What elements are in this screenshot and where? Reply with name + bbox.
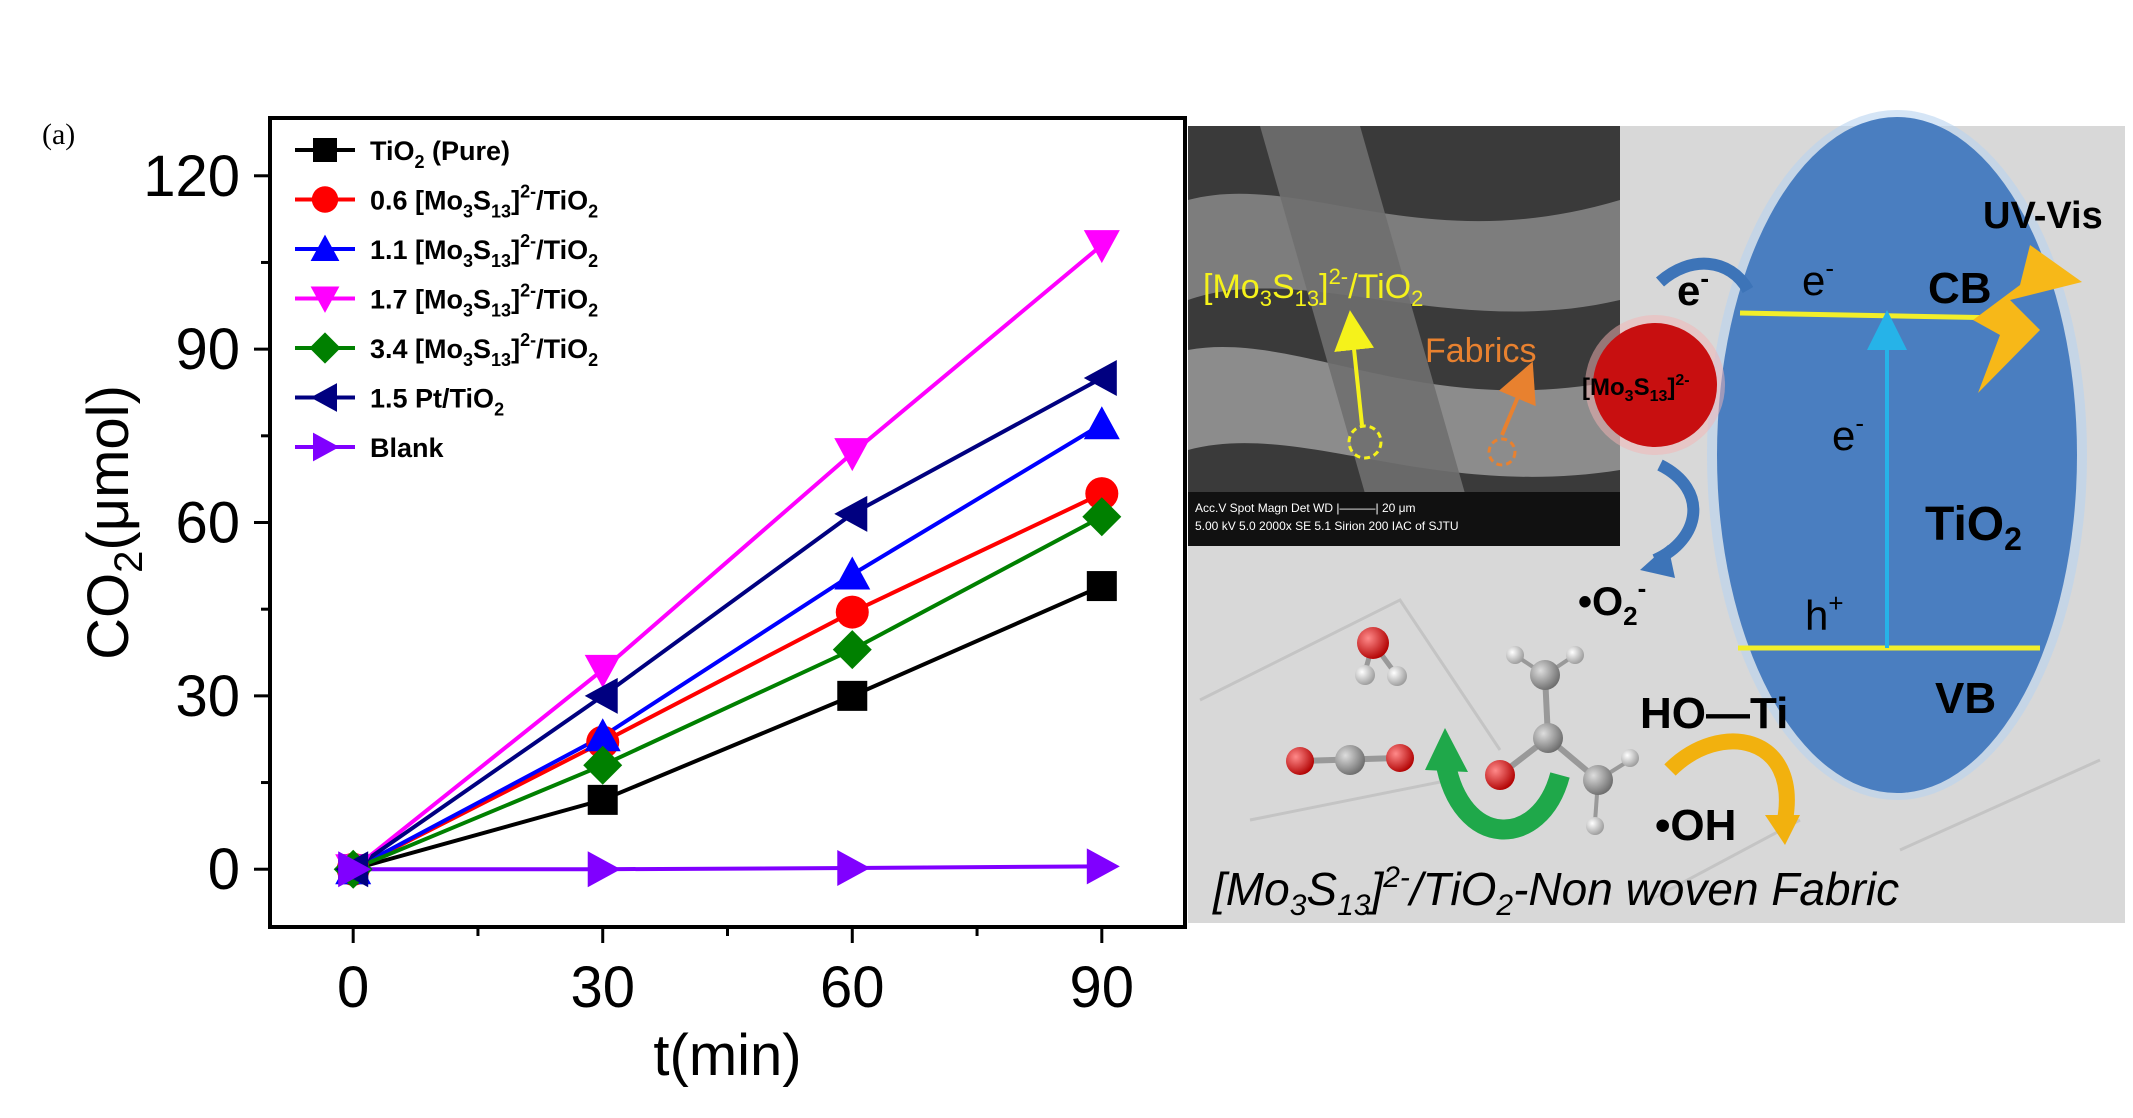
legend-marker-3 [310,286,340,313]
legend-entry-3: 1.7 [Mo3S13]2-/TiO2 [370,281,598,321]
electron-mid-label: e- [1832,408,1864,459]
sem-arrow-yellow [1334,310,1374,426]
series-line-5 [352,376,1103,871]
water-molecule [1355,627,1407,686]
data-point-series-5 [834,495,868,532]
cb-label: CB [1928,264,1992,313]
data-point-series-6 [837,850,871,887]
legend-entry-5: 1.5 Pt/TiO2 [370,384,504,420]
figure-caption: [Mo3S13]2-/TiO2-Non woven Fabric [1212,861,1899,922]
series-line-4 [352,514,1103,872]
legend-marker-0 [313,138,337,162]
data-point-series-5 [1083,360,1117,397]
sem-metadata-row1: Acc.V Spot Magn Det WD |———| 20 μm [1195,501,1416,515]
x-tick-label: 60 [820,955,885,1020]
sem-metadata-bar [1188,492,1620,546]
hoti-label: HO—Ti [1640,689,1788,738]
data-point-series-2 [834,556,871,590]
data-point-series-1 [835,595,869,629]
data-point-series-1 [1085,477,1119,511]
legend-marker-1 [311,186,339,213]
tio2-particle [1717,117,2077,793]
mo3s13-cluster [1593,323,1717,447]
y-tick-label: 120 [143,144,240,209]
cluster-label: [Mo3S13]2- [1582,372,1690,405]
data-point-series-4 [832,630,872,670]
series-line-0 [352,584,1103,872]
data-point-series-4 [1082,497,1122,537]
legend-marker-2 [310,234,340,261]
electron-transfer-arrow [1655,257,1754,294]
sem-label-fabrics: Fabrics [1425,332,1536,370]
data-point-series-6 [1086,848,1120,885]
legend-marker-5 [310,383,337,412]
sem-circle-yellow [1347,424,1383,460]
hydroxyl-arrow [1664,733,1795,822]
electron-left-label: e- [1677,263,1709,314]
y-tick-label: 30 [175,664,240,729]
data-point-series-0 [587,784,618,815]
data-point-series-3 [834,438,871,472]
x-tick-label: 90 [1070,955,1135,1020]
y-tick-label: 90 [175,317,240,382]
sem-circle-orange [1487,437,1517,467]
uv-vis-label: UV-Vis [1983,195,2103,237]
data-point-series-5 [584,677,618,714]
sem-label-cluster-tio2: [Mo3S13]2-/TiO2 [1203,264,1423,311]
cycle-arrow [1425,728,1570,840]
legend-entry-6: Blank [370,433,445,463]
x-tick-label: 30 [570,955,635,1020]
data-point-series-6 [338,851,372,888]
data-point-series-0 [837,680,868,711]
data-point-series-0 [1086,571,1117,602]
lightning-icon [1973,245,2082,393]
acetone-molecule [1485,646,1639,835]
y-axis-title: CO2(μmol) [76,385,151,660]
x-axis-title: t(min) [653,1023,801,1088]
series-line-6 [353,864,1102,872]
data-point-series-2 [1083,406,1120,440]
y-tick-label: 0 [208,837,240,902]
y-tick-label: 60 [175,491,240,556]
series-line-2 [352,422,1103,871]
superoxide-arrowhead [1640,545,1675,578]
x-tick-label: 0 [337,955,369,1020]
hydroxyl-arrowhead [1765,815,1800,845]
legend-marker-4 [309,332,341,364]
series-line-1 [352,491,1103,871]
legend-entry-1: 0.6 [Mo3S13]2-/TiO2 [370,182,598,222]
series-line-3 [351,243,1104,871]
legend-entry-4: 3.4 [Mo3S13]2-/TiO2 [370,330,598,370]
sem-arrow-orange [1498,361,1536,436]
tio2-label: TiO2 [1925,498,2022,557]
data-point-series-2 [584,718,621,752]
hydroxyl-label: •OH [1655,801,1736,850]
hole-label: h+ [1805,588,1844,639]
co2-molecule [1286,744,1414,775]
superoxide-label: •O2- [1578,573,1646,631]
panel-label: (a) [42,118,76,151]
vb-label: VB [1935,674,1996,723]
sem-metadata-row2: 5.00 kV 5.0 2000x SE 5.1 Sirion 200 IAC … [1195,519,1458,533]
legend-entry-0: TiO2 (Pure) [370,136,510,172]
legend-marker-6 [313,432,340,462]
data-point-series-6 [587,851,621,888]
data-point-series-3 [584,654,621,688]
fabric-texture [1199,598,2101,902]
data-point-series-3 [1083,230,1120,264]
electron-cb-label: e- [1802,253,1834,304]
legend-entry-2: 1.1 [Mo3S13]2-/TiO2 [370,231,598,271]
data-point-series-4 [583,745,623,785]
